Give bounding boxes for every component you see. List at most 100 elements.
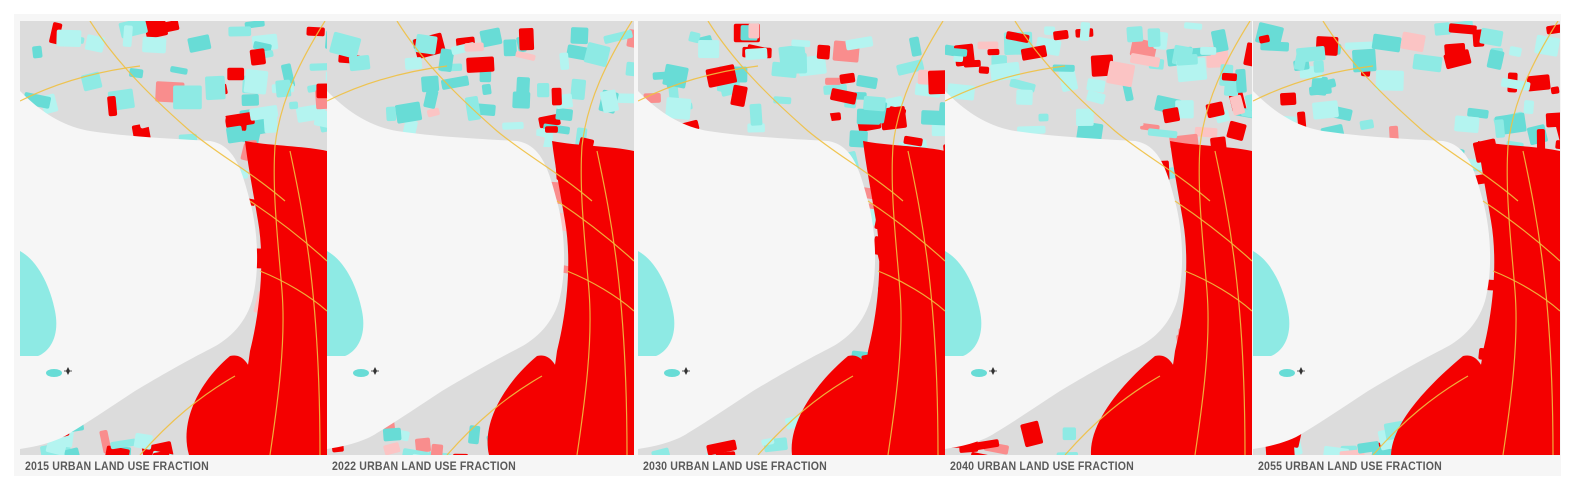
land-parcel — [1536, 129, 1546, 151]
land-parcel — [1020, 420, 1044, 448]
land-parcel — [329, 31, 362, 59]
land-parcel — [515, 76, 530, 101]
west-peninsula — [638, 251, 675, 356]
land-parcel — [426, 107, 440, 118]
map-panel-2055: 2055 URBAN LAND USE FRACTION — [1253, 21, 1560, 478]
land-parcel — [1258, 34, 1270, 44]
land-parcel — [133, 432, 153, 450]
urban-south — [791, 355, 883, 455]
land-parcel — [289, 101, 299, 110]
west-peninsula — [1253, 251, 1290, 356]
land-parcel — [503, 39, 517, 57]
land-parcel — [383, 442, 401, 455]
land-parcel — [1412, 53, 1443, 73]
road-line — [1253, 65, 1374, 102]
land-parcel — [468, 425, 481, 445]
land-parcel — [1062, 427, 1077, 441]
land-parcel — [816, 44, 831, 60]
land-parcel — [243, 69, 269, 95]
land-parcel — [1121, 107, 1144, 130]
land-parcel — [1126, 26, 1144, 43]
road-line — [1522, 150, 1554, 455]
land-parcel — [665, 97, 692, 120]
land-parcel — [791, 39, 811, 48]
land-parcel — [1359, 119, 1375, 130]
land-parcel — [1194, 126, 1218, 138]
land-parcel — [241, 94, 259, 107]
land-parcel — [1313, 60, 1325, 73]
land-parcel — [518, 27, 535, 51]
land-parcel — [1555, 120, 1560, 143]
land-parcel — [129, 68, 144, 79]
land-parcel — [715, 451, 736, 455]
land-parcel — [978, 66, 990, 74]
urban-map-2055 — [1253, 21, 1560, 455]
road-line — [576, 21, 633, 455]
map-panel-2040: 2040 URBAN LAND USE FRACTION — [945, 21, 1252, 478]
land-parcel — [1106, 60, 1136, 88]
land-parcel — [1129, 53, 1161, 68]
land-parcel — [1176, 53, 1198, 66]
land-parcel — [187, 34, 212, 53]
road-line — [1372, 375, 1469, 455]
road-line — [945, 65, 1066, 102]
bay-water — [945, 91, 1183, 449]
land-parcel — [414, 33, 438, 55]
land-parcel — [1200, 46, 1217, 55]
road-line — [1014, 21, 1211, 202]
land-parcel — [856, 74, 878, 90]
land-parcel — [1086, 90, 1106, 105]
bay-water — [1253, 91, 1491, 449]
land-parcel — [1486, 49, 1505, 70]
land-parcel — [1479, 27, 1504, 47]
land-parcel — [142, 36, 167, 54]
land-parcel — [1053, 30, 1069, 41]
land-parcel — [773, 96, 792, 105]
land-parcel — [1526, 74, 1551, 92]
land-parcel — [927, 70, 945, 95]
land-parcel — [404, 57, 423, 70]
land-parcel — [385, 106, 397, 122]
road-line — [259, 270, 327, 312]
land-parcel — [1454, 115, 1480, 134]
land-parcel — [616, 93, 634, 104]
west-peninsula — [327, 251, 364, 356]
land-parcel — [1243, 42, 1252, 67]
land-parcel — [309, 62, 327, 71]
land-parcel — [1090, 54, 1114, 77]
land-parcel — [626, 29, 634, 51]
land-parcel — [830, 88, 857, 105]
land-parcel — [1545, 112, 1560, 128]
land-parcel — [227, 67, 245, 81]
land-parcel — [143, 21, 168, 39]
road-line — [1174, 200, 1252, 262]
land-parcel — [745, 47, 768, 60]
land-parcel — [84, 34, 106, 53]
land-parcel — [107, 95, 118, 117]
land-parcel — [1357, 441, 1380, 454]
road-line — [446, 375, 543, 455]
land-parcel — [1038, 113, 1049, 122]
land-parcel — [1235, 68, 1247, 93]
land-parcel — [1280, 92, 1297, 106]
land-parcel — [515, 51, 536, 61]
road-line — [1214, 150, 1246, 455]
land-parcel — [1371, 33, 1402, 53]
land-parcel — [559, 52, 570, 70]
land-parcel — [625, 61, 634, 78]
land-parcel — [466, 56, 495, 73]
land-parcel — [138, 113, 152, 129]
land-parcel — [306, 26, 325, 37]
land-parcel — [1400, 31, 1426, 53]
urban-south — [186, 355, 265, 455]
land-parcel — [226, 125, 244, 144]
road-line — [1492, 270, 1560, 312]
land-parcel — [1448, 23, 1477, 35]
road-line — [566, 270, 634, 312]
small-island — [971, 369, 987, 377]
land-parcel — [249, 105, 279, 121]
map-panel-2022: 2022 URBAN LAND USE FRACTION — [327, 21, 634, 478]
land-parcel — [205, 132, 228, 143]
panel-caption-2022: 2022 URBAN LAND USE FRACTION — [332, 459, 516, 473]
land-parcel — [1009, 78, 1036, 93]
